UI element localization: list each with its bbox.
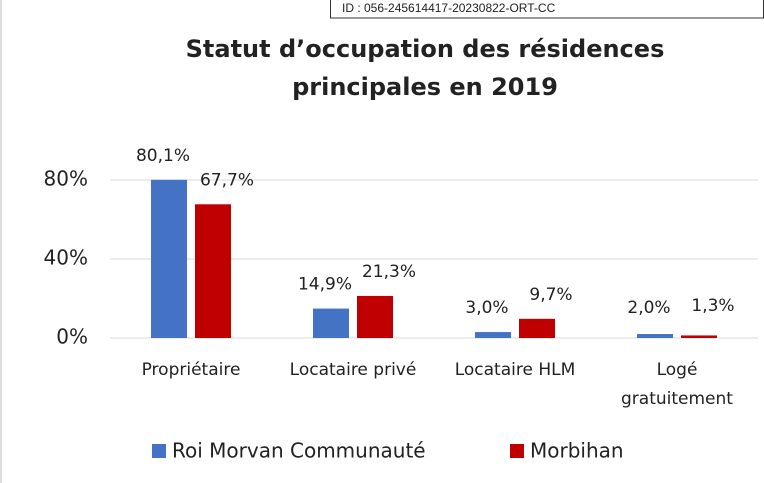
data-label: 21,3% (362, 262, 416, 282)
bar (637, 334, 673, 338)
data-label: 80,1% (136, 146, 190, 166)
legend-label: Roi Morvan Communauté (172, 439, 426, 463)
bar (357, 295, 393, 338)
data-label: 9,7% (529, 285, 572, 305)
y-tick-label: 80% (44, 167, 88, 191)
legend-swatch (152, 444, 166, 458)
data-label: 1,3% (691, 296, 734, 316)
bar (195, 204, 231, 338)
bar (519, 318, 555, 338)
x-tick-label: Locataire HLM (455, 360, 576, 380)
bar (313, 308, 349, 338)
y-tick-label: 0% (56, 325, 88, 349)
x-tick-label: Logé gratuitement (621, 360, 733, 409)
stamp: ID : 056-245614417-20230822-ORT-CC (342, 1, 556, 15)
x-tick-label: Propriétaire (142, 360, 241, 380)
bar (151, 179, 187, 338)
legend-label: Morbihan (530, 439, 624, 463)
data-label: 14,9% (298, 275, 352, 295)
y-tick-label: 40% (44, 246, 88, 270)
bar (475, 332, 511, 338)
chart-title: Statut d’occupation des résidences princi… (186, 35, 665, 101)
legend-swatch (510, 444, 524, 458)
data-label: 3,0% (465, 298, 508, 318)
data-label: 67,7% (200, 170, 254, 190)
data-label: 2,0% (627, 298, 670, 318)
x-tick-label: Locataire privé (290, 360, 417, 380)
bar (681, 335, 717, 338)
